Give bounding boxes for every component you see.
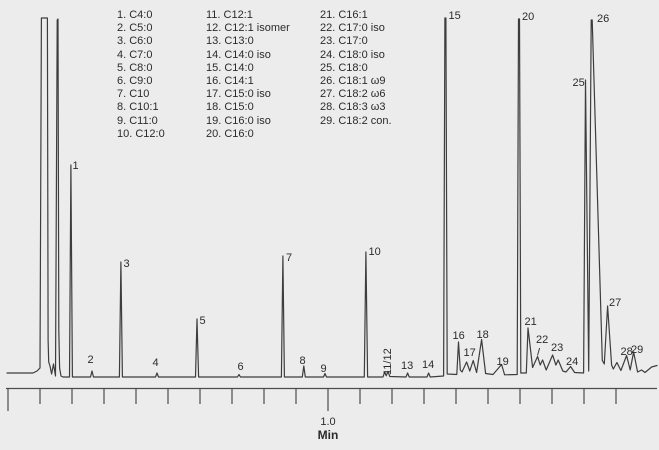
peak-label-13: 13 [401, 360, 414, 372]
peak-label-7: 7 [286, 251, 293, 264]
peak-label-17: 17 [463, 346, 476, 359]
peak-label-8: 8 [299, 355, 306, 367]
legend-item: 21. C16:1 [320, 9, 368, 21]
peak-label-15: 15 [448, 10, 461, 22]
legend-item: 25. C18:0 [320, 61, 368, 74]
peak-label-1: 1 [72, 160, 79, 172]
peak-label-14: 14 [422, 359, 435, 371]
legend-item: 14. C14:0 iso [206, 48, 271, 61]
peak-label-24: 24 [566, 355, 579, 368]
peak-label-21: 21 [524, 315, 537, 328]
legend-column-1: 1. C4:0 2. C5:0 3. C6:0 4. C7:0 5. C8:0 6. C9… [117, 9, 165, 141]
peak-label-22: 22 [536, 333, 549, 346]
legend-item: 13. C13:0 [206, 35, 254, 48]
legend-item: 23. C17:0 [320, 35, 368, 48]
peak-label-4: 4 [152, 357, 159, 369]
legend-item: 22. C17:0 iso [320, 22, 385, 35]
legend-item: 6. C9:0 [117, 75, 153, 88]
peak-label-18: 18 [476, 328, 489, 341]
peak-label-6: 6 [237, 361, 244, 373]
peak-label-28: 28 [620, 345, 633, 358]
legend-item: 12. C12:1 isomer [206, 22, 290, 35]
legend-column-3: 21. C16:1 22. C17:0 iso 23. C17:0 24. C18:0… [320, 9, 392, 128]
peak-label-19: 19 [496, 355, 509, 368]
peak-label-10: 10 [368, 246, 381, 258]
peak-label-27: 27 [609, 297, 622, 309]
legend-item: 15. C14:0 [206, 61, 254, 74]
legend-item: 9. C11:0 [117, 114, 158, 127]
legend-item: 16. C14:1 [206, 75, 254, 88]
legend-item: 27. C18:2 ω6 [320, 88, 386, 101]
legend-item: 19. C16:0 iso [206, 114, 271, 127]
legend-item: 20. C16:0 [206, 127, 254, 140]
peak-22-pointer-line [537, 347, 541, 356]
peak-label-25: 25 [572, 76, 585, 89]
legend-item: 3. C6:0 [117, 35, 153, 48]
legend-column-2: 11. C12:1 12. C12:1 isomer 13. C13:0 14. C1… [206, 9, 290, 141]
peak-label-9: 9 [320, 363, 327, 375]
peak-label-2: 2 [87, 354, 94, 366]
x-axis-ticks [7, 388, 617, 411]
x-axis-unit-label: Min [317, 428, 339, 442]
legend-item: 24. C18:0 iso [320, 48, 385, 61]
legend-item: 26. C18:1 ω9 [320, 75, 386, 88]
peak-label-29: 29 [631, 344, 644, 356]
peak-label-5: 5 [199, 314, 206, 327]
peak-label-26: 26 [597, 13, 610, 25]
peak-label-16: 16 [452, 330, 465, 342]
legend-item: 17. C15:0 iso [206, 88, 271, 101]
legend-item: 8. C10:1 [117, 101, 159, 114]
legend-item: 5. C8:0 [117, 61, 153, 74]
peak-label-11-12: 11/12 [381, 348, 394, 375]
legend-item: 4. C7:0 [117, 48, 153, 61]
peak-label-20: 20 [522, 11, 535, 23]
x-axis-tick-label: 1.0 [320, 416, 336, 428]
legend-item: 1. C4:0 [117, 9, 153, 21]
legend-item: 11. C12:1 [206, 9, 253, 21]
legend-item: 18. C15:0 [206, 101, 254, 114]
legend-item: 28. C18:3 ω3 [320, 101, 386, 114]
legend-item: 10. C12:0 [117, 127, 165, 140]
peak-label-3: 3 [123, 258, 130, 270]
chromatogram-trace [6, 17, 658, 378]
legend-item: 29. C18:2 con. [320, 114, 392, 127]
peak-label-23: 23 [551, 342, 564, 354]
legend-item: 2. C5:0 [117, 22, 153, 35]
legend-item: 7. C10 [117, 88, 150, 101]
